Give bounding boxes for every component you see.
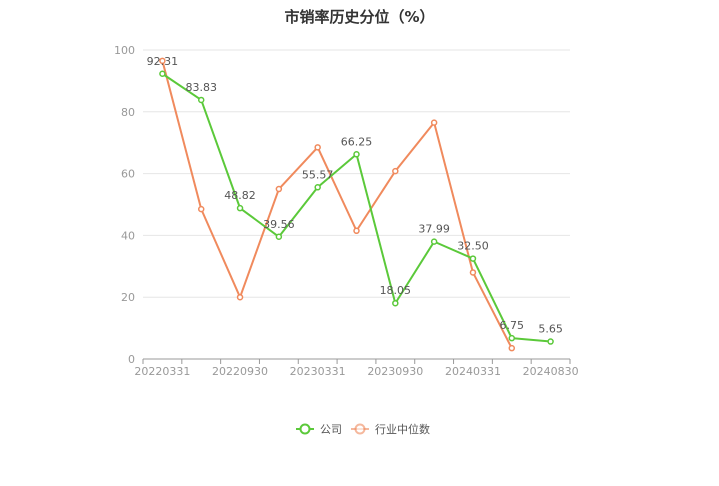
- industry-median-data-point[interactable]: [159, 57, 166, 65]
- x-tick-label: 20230331: [290, 365, 346, 378]
- company-data-label: 92.31: [147, 55, 179, 68]
- x-tick-label: 20220930: [212, 365, 268, 378]
- company-data-point[interactable]: [236, 204, 244, 212]
- y-tick-label: 100: [114, 44, 135, 57]
- legend-item-company[interactable]: 公司: [296, 423, 342, 436]
- legend-marker-icon: [299, 423, 311, 435]
- company-data-point[interactable]: [469, 255, 477, 262]
- industry-median-data-point[interactable]: [430, 119, 438, 126]
- industry-median-data-point[interactable]: [314, 144, 321, 151]
- company-series-line: [161, 72, 551, 343]
- industry-median-data-point[interactable]: [469, 269, 477, 276]
- legend[interactable]: 公司 行业中位数: [296, 422, 430, 436]
- chart-title: 市销率历史分位（%）: [284, 8, 435, 26]
- company-data-label: 48.82: [224, 189, 256, 202]
- x-tick-label: 20240331: [445, 365, 501, 378]
- company-data-label: 39.56: [263, 218, 295, 231]
- company-data-label: 66.25: [341, 135, 373, 148]
- x-tick-label: 20230930: [367, 365, 423, 378]
- company-data-point[interactable]: [159, 70, 166, 78]
- industry-median-data-point[interactable]: [197, 205, 205, 213]
- company-data-point[interactable]: [275, 233, 283, 241]
- company-data-point[interactable]: [314, 184, 321, 191]
- legend-label: 公司: [320, 423, 342, 436]
- industry-median-series-line: [161, 60, 513, 349]
- company-data-point[interactable]: [547, 338, 554, 345]
- axis-layer: 0 20 40 60 80 100 20220331 20220930 20230331 2023…: [114, 44, 579, 378]
- company-data-point[interactable]: [353, 151, 360, 158]
- company-data-label: 83.83: [185, 81, 217, 94]
- industry-median-data-point[interactable]: [275, 185, 283, 193]
- company-data-label: 18.05: [380, 284, 412, 297]
- company-data-label: 37.99: [418, 223, 450, 236]
- industry-median-data-point[interactable]: [236, 293, 244, 301]
- x-tick-label: 20220331: [134, 365, 190, 378]
- legend-marker-icon: [354, 423, 366, 435]
- legend-label: 行业中位数: [375, 422, 430, 436]
- y-tick-label: 60: [121, 168, 135, 181]
- y-tick-label: 40: [121, 229, 135, 242]
- grid-layer: [143, 49, 570, 298]
- y-tick-label: 0: [128, 353, 135, 366]
- industry-median-data-point[interactable]: [353, 227, 360, 235]
- data-label-layer: 92.31 83.83 48.82 39.56 55.57 66.25 18.05 37.99…: [147, 55, 563, 336]
- company-data-point[interactable]: [392, 299, 399, 307]
- industry-median-data-point[interactable]: [392, 167, 399, 175]
- company-data-label: 55.57: [302, 168, 334, 181]
- x-tick-label: 20240830: [523, 365, 579, 378]
- company-data-point[interactable]: [430, 238, 438, 245]
- company-data-label: 5.65: [538, 323, 563, 336]
- company-data-label: 6.75: [500, 319, 525, 332]
- legend-item-industry-median[interactable]: 行业中位数: [351, 422, 430, 436]
- company-data-point[interactable]: [197, 96, 205, 104]
- company-data-point[interactable]: [508, 334, 516, 342]
- y-tick-label: 80: [121, 106, 135, 119]
- industry-median-data-point[interactable]: [508, 344, 516, 352]
- series-layer: [159, 57, 554, 352]
- company-data-label: 32.50: [457, 240, 489, 253]
- y-tick-label: 20: [121, 291, 135, 304]
